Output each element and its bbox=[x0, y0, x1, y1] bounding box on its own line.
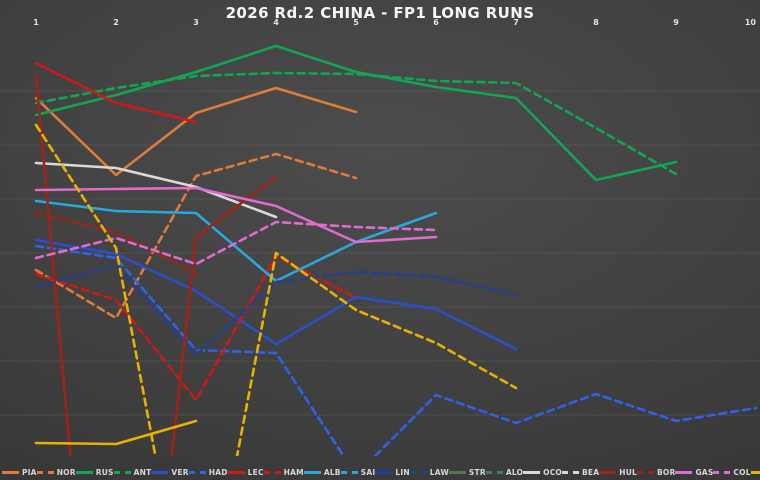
legend-label: ALB bbox=[323, 468, 341, 477]
x-tick-label: 8 bbox=[593, 18, 599, 27]
legend-label: RUS bbox=[95, 468, 114, 477]
legend-swatch-bor bbox=[636, 471, 654, 474]
legend-label: ALO bbox=[505, 468, 524, 477]
x-tick-label: 3 bbox=[193, 18, 199, 27]
legend-item-rus[interactable]: RUS bbox=[75, 468, 114, 477]
legend-item-ant[interactable]: ANT bbox=[113, 468, 152, 477]
series-oco-line[interactable] bbox=[34, 161, 278, 219]
legend-label: STR bbox=[468, 468, 486, 477]
legend-swatch-rus bbox=[75, 471, 93, 474]
legend-item-lin[interactable]: LIN bbox=[375, 468, 410, 477]
series-law-line[interactable] bbox=[34, 263, 518, 357]
legend-label: HUL bbox=[619, 468, 637, 477]
legend-item-had[interactable]: HAD bbox=[188, 468, 228, 477]
legend-label: LEC bbox=[247, 468, 264, 477]
legend: PIA NOR RUS ANT VER HAD LEC HAM ALB SAI LIN LAW STR A… bbox=[0, 468, 760, 477]
series-ant-line[interactable] bbox=[34, 71, 678, 176]
legend-item-per[interactable]: PER bbox=[750, 468, 760, 477]
legend-swatch-hul bbox=[599, 471, 617, 474]
x-tick-label: 4 bbox=[273, 18, 279, 27]
legend-item-hul[interactable]: HUL bbox=[599, 468, 637, 477]
chart-title: 2026 Rd.2 CHINA - FP1 LONG RUNS bbox=[225, 4, 535, 22]
legend-item-bea[interactable]: BEA bbox=[561, 468, 600, 477]
legend-item-pia[interactable]: PIA bbox=[2, 468, 37, 477]
legend-label: LAW bbox=[429, 468, 449, 477]
legend-item-oco[interactable]: OCO bbox=[523, 468, 562, 477]
legend-swatch-oco bbox=[523, 471, 541, 474]
legend-swatch-ver bbox=[151, 471, 169, 474]
legend-label: LIN bbox=[395, 468, 410, 477]
legend-label: NOR bbox=[56, 468, 76, 477]
series-nor-line[interactable] bbox=[34, 152, 358, 320]
series-bot-line[interactable] bbox=[34, 123, 518, 480]
legend-item-alo[interactable]: ALO bbox=[485, 468, 524, 477]
series-lec-line[interactable] bbox=[34, 61, 198, 124]
legend-label: BEA bbox=[581, 468, 600, 477]
legend-item-gas[interactable]: GAS bbox=[675, 468, 713, 477]
x-tick-label: 5 bbox=[353, 18, 359, 27]
legend-swatch-gas bbox=[675, 471, 693, 474]
series-ham-line[interactable] bbox=[34, 254, 358, 402]
series-rus-line[interactable] bbox=[34, 44, 678, 182]
x-tick-label: 1 bbox=[33, 18, 39, 27]
x-tick-label: 10 bbox=[745, 18, 757, 27]
x-tick-label: 9 bbox=[673, 18, 679, 27]
legend-swatch-pia bbox=[2, 471, 19, 474]
series-pia-line[interactable] bbox=[34, 86, 358, 177]
series-gas-line[interactable] bbox=[34, 186, 438, 244]
x-tick-label: 6 bbox=[433, 18, 439, 27]
legend-swatch-per bbox=[750, 471, 760, 474]
legend-swatch-alb bbox=[303, 471, 321, 474]
x-tick-label: 7 bbox=[513, 18, 519, 27]
series-hul-line[interactable] bbox=[34, 73, 278, 480]
series-per-line[interactable] bbox=[34, 419, 198, 446]
legend-item-col[interactable]: COL bbox=[713, 468, 750, 477]
series-bor-line[interactable] bbox=[34, 211, 198, 275]
legend-swatch-str bbox=[448, 471, 466, 474]
legend-swatch-lec bbox=[227, 471, 245, 474]
legend-swatch-col bbox=[713, 471, 731, 474]
legend-label: HAD bbox=[208, 468, 228, 477]
legend-item-lec[interactable]: LEC bbox=[227, 468, 264, 477]
legend-swatch-lin bbox=[375, 471, 393, 474]
legend-label: BOR bbox=[656, 468, 676, 477]
legend-swatch-ant bbox=[113, 471, 131, 474]
legend-item-law[interactable]: LAW bbox=[409, 468, 449, 477]
series-ver-line[interactable] bbox=[34, 238, 518, 351]
x-tick-label: 2 bbox=[113, 18, 119, 27]
legend-item-bor[interactable]: BOR bbox=[636, 468, 676, 477]
legend-label: GAS bbox=[695, 468, 714, 477]
legend-label: ANT bbox=[133, 468, 152, 477]
legend-label: SAI bbox=[360, 468, 376, 477]
series-had-line[interactable] bbox=[34, 244, 758, 475]
legend-swatch-sai bbox=[340, 471, 358, 474]
legend-item-alb[interactable]: ALB bbox=[303, 468, 341, 477]
legend-swatch-nor bbox=[36, 471, 54, 474]
legend-item-sai[interactable]: SAI bbox=[340, 468, 376, 477]
series-col-line[interactable] bbox=[34, 220, 438, 266]
legend-swatch-had bbox=[188, 471, 206, 474]
legend-swatch-ham bbox=[263, 471, 281, 474]
legend-item-nor[interactable]: NOR bbox=[36, 468, 76, 477]
legend-item-ham[interactable]: HAM bbox=[263, 468, 304, 477]
legend-swatch-law bbox=[409, 471, 427, 474]
legend-swatch-bea bbox=[561, 471, 579, 474]
legend-label: HAM bbox=[283, 468, 304, 477]
legend-label: PIA bbox=[22, 468, 37, 477]
legend-swatch-alo bbox=[485, 471, 503, 474]
legend-item-str[interactable]: STR bbox=[448, 468, 486, 477]
legend-label: OCO bbox=[543, 468, 562, 477]
legend-item-ver[interactable]: VER bbox=[151, 468, 189, 477]
series-alb-line[interactable] bbox=[34, 199, 438, 283]
legend-label: VER bbox=[171, 468, 189, 477]
legend-label: COL bbox=[733, 468, 751, 477]
